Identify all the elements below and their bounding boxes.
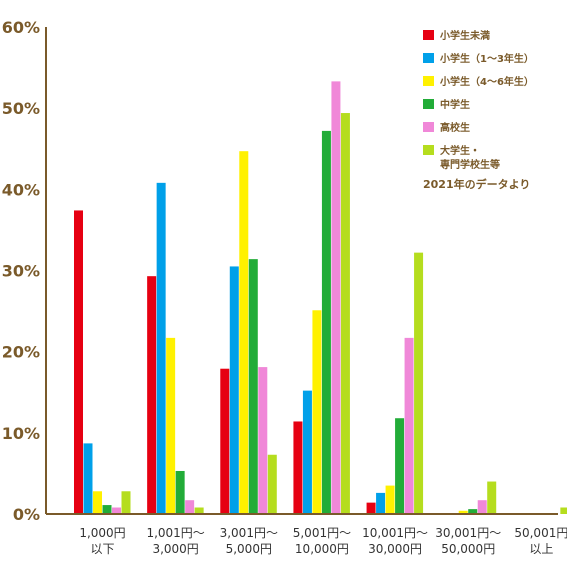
legend-label: 中学生 <box>440 98 470 111</box>
x-category-label: 10,000円 <box>295 542 349 556</box>
x-category-label: 50,000円 <box>441 542 495 556</box>
y-tick-label: 40% <box>2 180 40 199</box>
x-category-label: 以上 <box>529 542 553 556</box>
bar <box>560 507 567 514</box>
bar <box>74 210 83 515</box>
x-category-label: 10,001円～ <box>362 526 428 540</box>
y-tick-label: 30% <box>2 262 40 281</box>
bar <box>239 151 249 514</box>
legend-swatch <box>423 76 434 86</box>
bar <box>331 81 341 515</box>
bar <box>340 113 350 514</box>
bar <box>458 510 468 514</box>
x-category-label: 以下 <box>90 542 114 556</box>
bar <box>477 500 487 514</box>
bar <box>175 470 185 514</box>
x-category-label: 30,001円～ <box>435 526 501 540</box>
legend-label: 小学生（4～6年生） <box>439 75 534 88</box>
bar <box>185 500 195 514</box>
bar <box>147 276 157 514</box>
x-category-label: 5,001円～ <box>293 526 351 540</box>
bar <box>395 418 405 514</box>
bar <box>112 507 121 514</box>
y-tick-label: 10% <box>2 424 40 443</box>
y-tick-labels: 0% 10% 20% 30% 40% 50% 60% <box>2 18 40 524</box>
bar <box>121 491 131 514</box>
bar <box>302 390 312 514</box>
y-tick-label: 20% <box>2 343 40 362</box>
x-category-label: 1,001円～ <box>146 526 204 540</box>
bar <box>376 492 386 514</box>
x-category-label: 1,000円 <box>79 526 125 540</box>
y-tick-label: 50% <box>2 99 40 118</box>
legend-label: 小学生未満 <box>439 29 490 42</box>
bar <box>321 130 331 515</box>
x-category-label: 5,000円 <box>226 542 272 556</box>
bar <box>102 505 112 514</box>
legend-label: 大学生・専門学校生等 <box>440 144 500 171</box>
bar <box>487 481 497 514</box>
bars-group <box>74 81 567 515</box>
bar <box>166 337 176 514</box>
x-category-label: 30,000円 <box>368 542 422 556</box>
bar <box>366 502 376 514</box>
legend-swatch <box>423 30 434 40</box>
legend-label: 小学生（1～3年生） <box>439 52 534 65</box>
y-tick-label: 60% <box>2 18 40 37</box>
bar <box>404 337 414 514</box>
bar <box>194 507 204 514</box>
bar <box>248 259 258 514</box>
bar <box>468 509 478 514</box>
x-category-label: 3,001円～ <box>220 526 278 540</box>
bar <box>312 310 322 514</box>
legend-swatch <box>423 145 434 155</box>
bar <box>385 485 395 514</box>
legend-label: 高校生 <box>440 121 470 134</box>
y-tick-label: 0% <box>13 505 40 524</box>
x-category-label: 50,001円 <box>514 526 567 540</box>
bar <box>220 368 230 514</box>
bar <box>156 182 166 514</box>
bar <box>229 266 239 514</box>
bar <box>93 491 102 514</box>
bar <box>258 367 268 514</box>
bar <box>267 454 277 514</box>
x-category-label: 3,000円 <box>152 542 198 556</box>
legend-swatch <box>423 99 434 109</box>
legend-swatch <box>423 53 434 63</box>
bar <box>83 443 93 514</box>
bar <box>293 421 303 514</box>
legend-swatch <box>423 122 434 132</box>
data-source-annotation: 2021年のデータより <box>423 177 530 191</box>
bar <box>414 252 424 515</box>
